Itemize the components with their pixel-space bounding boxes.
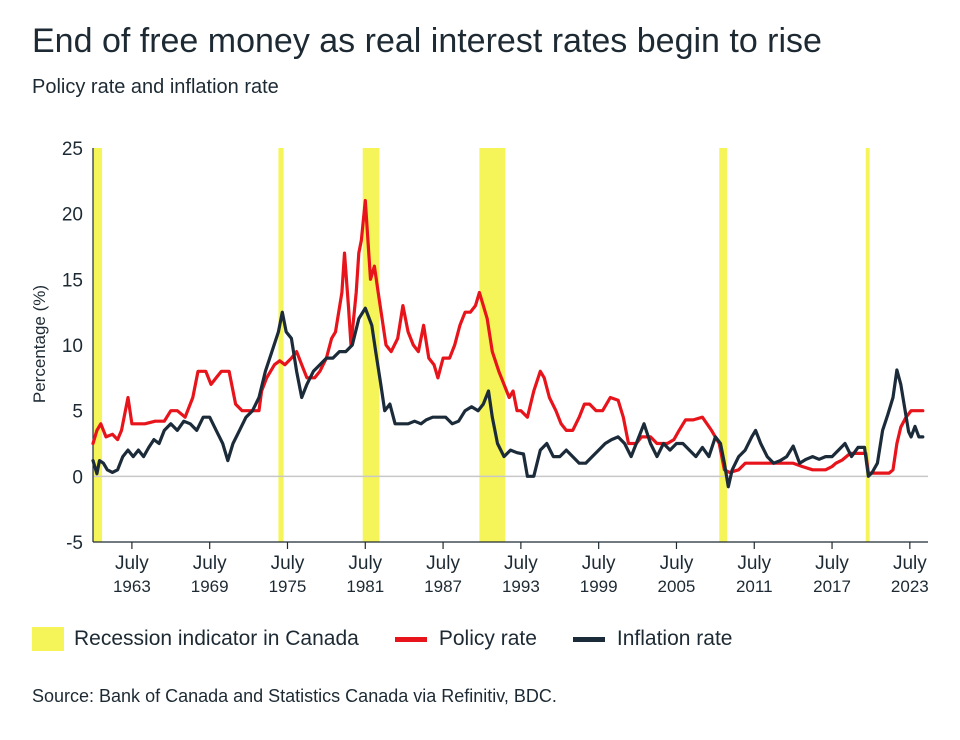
source-note: Source: Bank of Canada and Statistics Ca… xyxy=(32,686,557,706)
x-tick-month: July xyxy=(737,553,771,574)
series-line-inflation-rate xyxy=(91,306,925,489)
y-tick-label: 5 xyxy=(72,402,83,423)
recession-band-1 xyxy=(278,148,284,542)
x-tick-month: July xyxy=(582,553,616,574)
recession-band-4 xyxy=(719,148,728,542)
x-tick-month: July xyxy=(348,553,382,574)
x-tick-month: July xyxy=(504,553,538,574)
y-tick-label: -5 xyxy=(66,533,83,554)
x-tick-month: July xyxy=(193,553,227,574)
legend: Recession indicator in Canada Policy rat… xyxy=(32,624,768,654)
recession-band-0 xyxy=(93,148,103,542)
series-line-policy-rate xyxy=(91,198,925,475)
y-axis-ticks: -5 0 5 10 15 20 25 xyxy=(62,139,83,554)
x-tick-year: 1981 xyxy=(346,577,384,596)
x-tick-month: July xyxy=(115,553,149,574)
chart-title: End of free money as real interest rates… xyxy=(32,22,822,60)
legend-label-recession: Recession indicator in Canada xyxy=(74,627,359,650)
recession-band-5 xyxy=(865,148,870,542)
y-axis-label: Percentage (%) xyxy=(30,285,49,403)
recession-bands xyxy=(93,148,870,542)
y-tick-label: 20 xyxy=(62,205,83,226)
chart-subtitle: Policy rate and inflation rate xyxy=(32,76,279,98)
legend-item-inflation-rate: Inflation rate xyxy=(572,627,733,651)
x-tick-month: July xyxy=(660,553,694,574)
x-tick-month: July xyxy=(815,553,849,574)
x-tick-year: 2005 xyxy=(658,577,696,596)
y-tick-label: 15 xyxy=(62,270,83,291)
legend-swatch-policy-rate xyxy=(394,636,427,642)
x-tick-month: July xyxy=(893,553,927,574)
y-tick-label: 10 xyxy=(62,336,83,357)
legend-item-recession: Recession indicator in Canada xyxy=(32,627,359,651)
x-tick-year: 1987 xyxy=(424,577,462,596)
series-lines xyxy=(91,198,925,489)
legend-label-policy-rate: Policy rate xyxy=(438,627,537,650)
x-tick-month: July xyxy=(426,553,460,574)
x-tick-year: 2017 xyxy=(813,577,851,596)
x-tick-month: July xyxy=(271,553,305,574)
x-tick-year: 1975 xyxy=(269,577,307,596)
x-tick-year: 2011 xyxy=(736,577,773,596)
x-axis-ticks: July 1963 July 1969 July 1975 July 1981 July 1987… xyxy=(113,542,929,596)
x-tick-year: 1993 xyxy=(502,577,540,596)
legend-item-policy-rate: Policy rate xyxy=(394,627,537,651)
x-tick-year: 2023 xyxy=(891,577,929,596)
legend-swatch-inflation-rate xyxy=(572,636,605,642)
legend-label-inflation-rate: Inflation rate xyxy=(616,627,733,650)
x-tick-year: 1999 xyxy=(580,577,618,596)
x-tick-year: 1969 xyxy=(191,577,229,596)
x-tick-year: 1963 xyxy=(113,577,151,596)
legend-swatch-recession xyxy=(32,627,64,651)
y-tick-label: 25 xyxy=(62,139,83,160)
y-tick-label: 0 xyxy=(72,467,83,488)
